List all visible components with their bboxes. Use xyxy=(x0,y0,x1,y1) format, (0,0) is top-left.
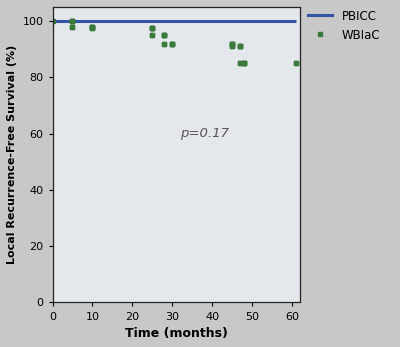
Legend: PBICC, WBIaC: PBICC, WBIaC xyxy=(308,10,380,42)
Y-axis label: Local Recurrence-Free Survival (%): Local Recurrence-Free Survival (%) xyxy=(7,45,17,264)
Text: p=0.17: p=0.17 xyxy=(180,127,229,140)
X-axis label: Time (months): Time (months) xyxy=(125,327,228,340)
